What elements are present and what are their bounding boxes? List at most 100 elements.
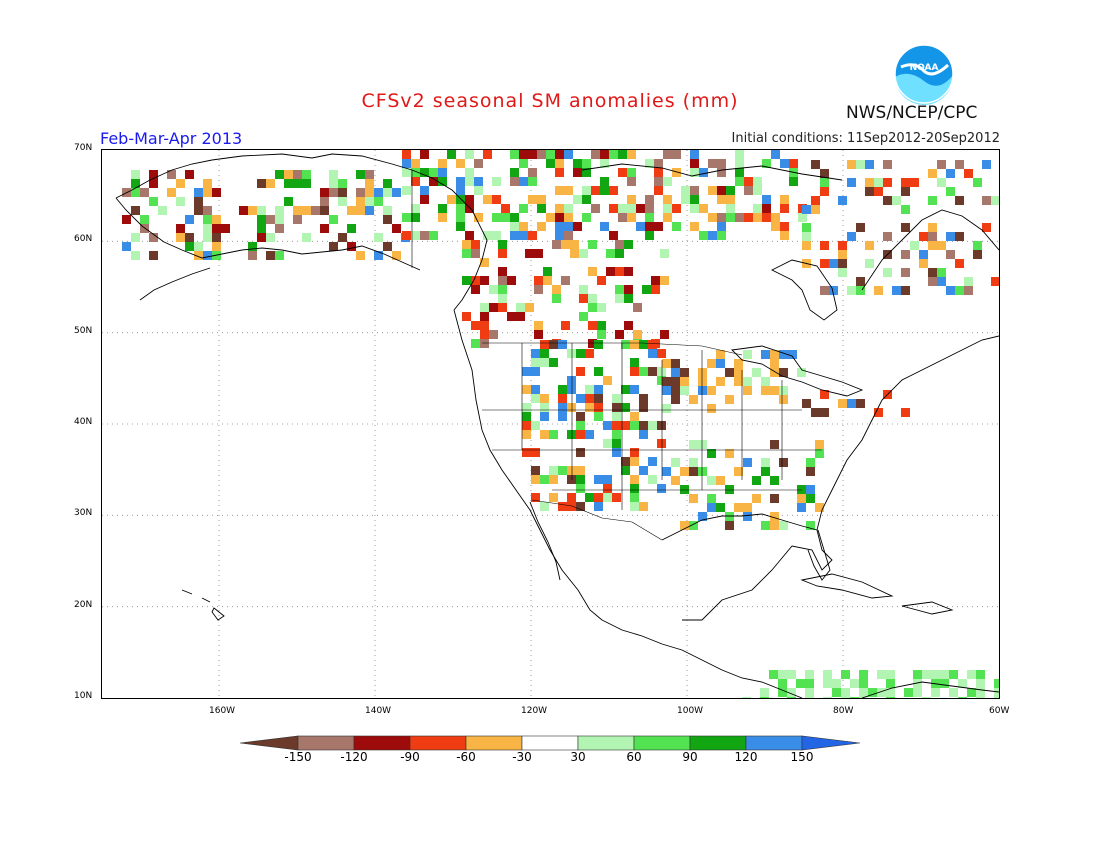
colorbar-bin (689, 735, 747, 751)
anomaly-cell (576, 484, 585, 493)
anomaly-cell (411, 231, 420, 240)
anomaly-cell (609, 150, 618, 159)
anomaly-cell (564, 222, 573, 231)
anomaly-cell (877, 688, 886, 697)
anomaly-cell (651, 276, 660, 285)
florida (807, 529, 831, 581)
anomaly-cell (347, 224, 356, 233)
anomaly-cell (789, 177, 798, 186)
anomaly-cell (787, 670, 796, 679)
anomaly-cell (621, 385, 630, 394)
anomaly-cell (438, 177, 447, 186)
anomaly-cell (293, 206, 302, 215)
anomaly-cell (708, 159, 717, 168)
anomaly-cell (699, 231, 708, 240)
anomaly-cell (501, 213, 510, 222)
anomaly-cell (865, 160, 874, 169)
anomaly-cell (582, 168, 591, 177)
anomaly-cell (630, 367, 639, 376)
anomaly-cell (838, 399, 847, 408)
anomaly-cell (167, 188, 176, 197)
anomaly-cell (734, 368, 743, 377)
anomaly-cell (856, 160, 865, 169)
anomaly-cell (671, 458, 680, 467)
anomaly-cell (203, 224, 212, 233)
anomaly-cell (708, 186, 717, 195)
anomaly-cell (811, 205, 820, 214)
graticule (102, 150, 999, 698)
anomaly-cell (540, 502, 549, 511)
anomaly-cell (320, 206, 329, 215)
anomaly-cell (480, 330, 489, 339)
alaska-peninsula-coast (115, 197, 421, 271)
anomaly-cell (374, 188, 383, 197)
anomaly-cell (465, 150, 474, 159)
anomaly-cell (552, 294, 561, 303)
anomaly-cell (937, 277, 946, 286)
anomaly-cell (743, 458, 752, 467)
anomaly-cell (815, 449, 824, 458)
anomaly-cell (859, 688, 868, 697)
anomaly-cell (630, 502, 639, 511)
anomaly-cell (761, 377, 770, 386)
anomaly-cell (752, 476, 761, 485)
anomaly-cell (456, 213, 465, 222)
anomaly-cell (594, 385, 603, 394)
anomaly-cell (489, 285, 498, 294)
colorbar-bin (577, 735, 635, 751)
anomaly-cell (829, 259, 838, 268)
anomaly-cell (194, 188, 203, 197)
lat-label: 10N (74, 691, 93, 701)
anomaly-cell (302, 206, 311, 215)
anomaly-cell (743, 377, 752, 386)
anomaly-cell (802, 223, 811, 232)
anomaly-cell (492, 177, 501, 186)
anomaly-cell (374, 251, 383, 260)
anomaly-cell (868, 688, 877, 697)
anomaly-cell (838, 250, 847, 259)
anomaly-cell (392, 224, 401, 233)
anomaly-cell (820, 259, 829, 268)
anomaly-cell (329, 242, 338, 251)
lat-label: 20N (74, 599, 93, 610)
anomaly-cell (779, 368, 788, 377)
anomaly-cell (567, 466, 576, 475)
anomaly-cell (806, 458, 815, 467)
anomaly-cell (480, 303, 489, 312)
anomaly-cell (275, 206, 284, 215)
anomaly-cell (576, 349, 585, 358)
anomaly-cell (248, 251, 257, 260)
anomaly-cell (483, 231, 492, 240)
anomaly-cell (726, 204, 735, 213)
anomaly-cell (549, 466, 558, 475)
anomaly-cell (462, 240, 471, 249)
anomaly-cell (615, 267, 624, 276)
anomaly-cell (465, 204, 474, 213)
anomaly-cell (618, 150, 627, 159)
south-america-coast (861, 681, 999, 698)
anomaly-cell (546, 150, 555, 159)
anomaly-cell (266, 251, 275, 260)
anomaly-cell (149, 251, 158, 260)
anomaly-cell (630, 457, 639, 466)
anomaly-cell (662, 359, 671, 368)
anomaly-cell (564, 186, 573, 195)
anomaly-cell (994, 688, 999, 697)
cuba (800, 573, 894, 599)
anomaly-cell (498, 249, 507, 258)
anomaly-cell (681, 186, 690, 195)
anomaly-cell (717, 186, 726, 195)
us-west-coast (453, 309, 603, 621)
anomaly-cell (534, 321, 543, 330)
anomaly-cell (567, 385, 576, 394)
anomaly-cell (531, 475, 540, 484)
colorbar-tick-label: 60 (626, 750, 642, 764)
anomaly-cell (630, 448, 639, 457)
anomaly-cell (671, 395, 680, 404)
anomaly-cell (847, 399, 856, 408)
hudson-bay (770, 259, 838, 321)
anomaly-cell (597, 330, 606, 339)
anomaly-cell (928, 169, 937, 178)
anomaly-cell (654, 168, 663, 177)
anomaly-cell (937, 268, 946, 277)
